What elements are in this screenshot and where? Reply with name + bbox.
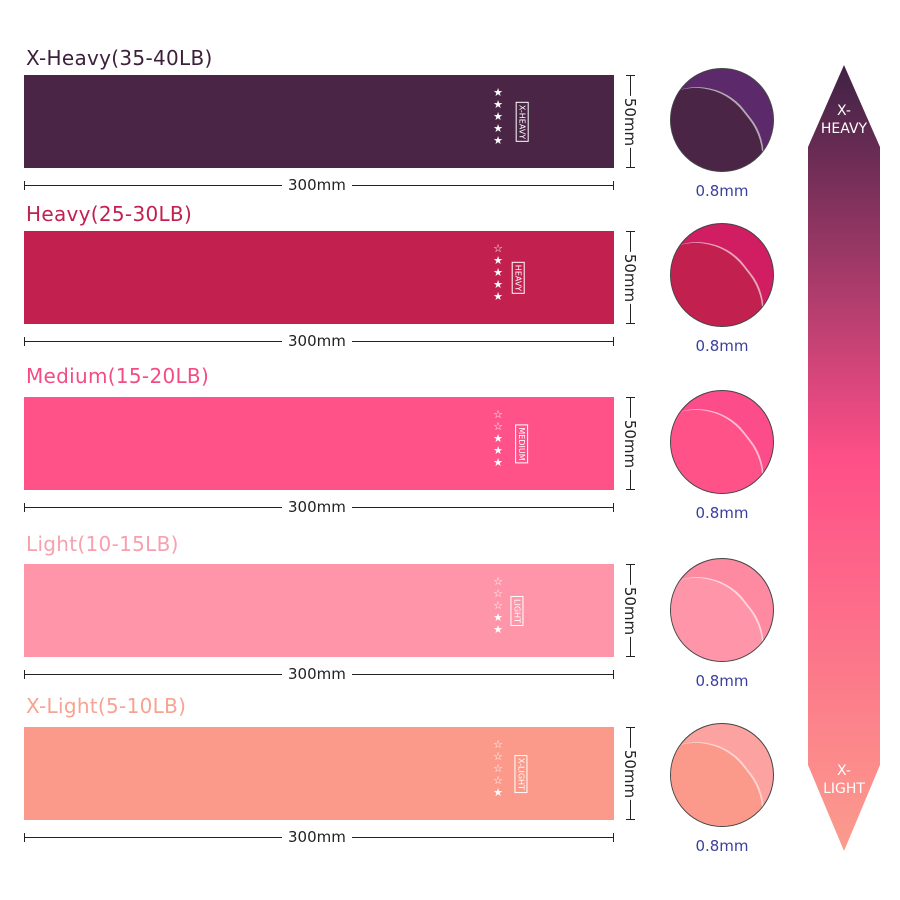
length-dimension: 300mm <box>24 828 614 846</box>
band-swatch: ★ ☆ ☆ ☆ ☆ X-LIGHT <box>24 727 614 820</box>
width-dimension: 50mm <box>620 231 640 324</box>
band-swatch: ★ ★ ★ ★ ★ X-HEAVY <box>24 75 614 168</box>
thickness-closeup <box>670 558 774 662</box>
width-label: 50mm <box>621 584 639 637</box>
star-empty-icon: ☆ <box>493 587 503 600</box>
width-dimension: 50mm <box>620 397 640 490</box>
length-dimension: 300mm <box>24 498 614 516</box>
band-title: Medium(15-20LB) <box>26 364 210 388</box>
star-empty-icon: ☆ <box>493 762 503 775</box>
star-filled-icon: ★ <box>493 278 503 291</box>
star-filled-icon: ★ <box>493 134 503 147</box>
length-label: 300mm <box>282 176 352 194</box>
star-filled-icon: ★ <box>493 86 503 99</box>
thickness-closeup <box>670 390 774 494</box>
scale-top-label: X- HEAVY <box>820 103 868 137</box>
star-empty-icon: ☆ <box>493 242 503 255</box>
width-label: 50mm <box>621 95 639 148</box>
band-tag: ★ ★ ★ ☆ ☆ MEDIUM <box>492 409 532 479</box>
star-filled-icon: ★ <box>493 290 503 303</box>
star-rating: ★ ★ ☆ ☆ ☆ <box>492 576 504 636</box>
length-label: 300mm <box>282 828 352 846</box>
thickness-label: 0.8mm <box>695 672 749 690</box>
thickness-closeup <box>670 723 774 827</box>
band-swatch: ★ ★ ★ ☆ ☆ MEDIUM <box>24 397 614 490</box>
scale-bottom-label: X- LIGHT <box>823 763 865 797</box>
level-label: MEDIUM <box>515 424 529 464</box>
band-swatch: ★ ★ ★ ★ ☆ HEAVY <box>24 231 614 324</box>
band-title: X-Light(5-10LB) <box>26 694 187 718</box>
scale-labels: X- HEAVY X- LIGHT <box>808 65 880 851</box>
star-filled-icon: ★ <box>493 456 503 469</box>
thickness-label: 0.8mm <box>695 337 749 355</box>
length-label: 300mm <box>282 332 352 350</box>
level-label: HEAVY <box>511 261 525 295</box>
star-rating: ★ ☆ ☆ ☆ ☆ <box>492 739 504 799</box>
band-tag: ★ ★ ☆ ☆ ☆ LIGHT <box>492 576 532 646</box>
star-rating: ★ ★ ★ ☆ ☆ <box>492 409 504 469</box>
level-label: X-HEAVY <box>515 101 529 143</box>
width-dimension: 50mm <box>620 564 640 657</box>
level-label: X-LIGHT <box>514 755 528 793</box>
star-empty-icon: ☆ <box>493 599 503 612</box>
thickness-label: 0.8mm <box>695 182 749 200</box>
length-dimension: 300mm <box>24 665 614 683</box>
resistance-scale-arrow <box>808 65 880 851</box>
band-swatch: ★ ★ ☆ ☆ ☆ LIGHT <box>24 564 614 657</box>
width-label: 50mm <box>621 747 639 800</box>
band-title: X-Heavy(35-40LB) <box>26 46 213 70</box>
band-tag: ★ ★ ★ ★ ★ X-HEAVY <box>492 87 532 157</box>
star-empty-icon: ☆ <box>493 750 503 763</box>
star-empty-icon: ☆ <box>493 408 503 421</box>
star-filled-icon: ★ <box>493 432 503 445</box>
star-empty-icon: ☆ <box>493 420 503 433</box>
thickness-label: 0.8mm <box>695 504 749 522</box>
star-filled-icon: ★ <box>493 266 503 279</box>
star-filled-icon: ★ <box>493 110 503 123</box>
width-label: 50mm <box>621 417 639 470</box>
band-title: Light(10-15LB) <box>26 532 179 556</box>
band-title: Heavy(25-30LB) <box>26 202 193 226</box>
star-filled-icon: ★ <box>493 254 503 267</box>
thickness-label: 0.8mm <box>695 837 749 855</box>
star-filled-icon: ★ <box>493 786 503 799</box>
width-label: 50mm <box>621 251 639 304</box>
length-dimension: 300mm <box>24 176 614 194</box>
band-tag: ★ ★ ★ ★ ☆ HEAVY <box>492 243 532 313</box>
star-empty-icon: ☆ <box>493 575 503 588</box>
star-empty-icon: ☆ <box>493 738 503 751</box>
star-rating: ★ ★ ★ ★ ☆ <box>492 243 504 303</box>
star-filled-icon: ★ <box>493 444 503 457</box>
star-filled-icon: ★ <box>493 623 503 636</box>
star-empty-icon: ☆ <box>493 774 503 787</box>
width-dimension: 50mm <box>620 727 640 820</box>
star-rating: ★ ★ ★ ★ ★ <box>492 87 504 147</box>
band-tag: ★ ☆ ☆ ☆ ☆ X-LIGHT <box>492 739 532 809</box>
thickness-closeup <box>670 223 774 327</box>
length-dimension: 300mm <box>24 332 614 350</box>
width-dimension: 50mm <box>620 75 640 168</box>
star-filled-icon: ★ <box>493 122 503 135</box>
star-filled-icon: ★ <box>493 98 503 111</box>
length-label: 300mm <box>282 498 352 516</box>
level-label: LIGHT <box>510 596 524 626</box>
length-label: 300mm <box>282 665 352 683</box>
star-filled-icon: ★ <box>493 611 503 624</box>
thickness-closeup <box>670 68 774 172</box>
